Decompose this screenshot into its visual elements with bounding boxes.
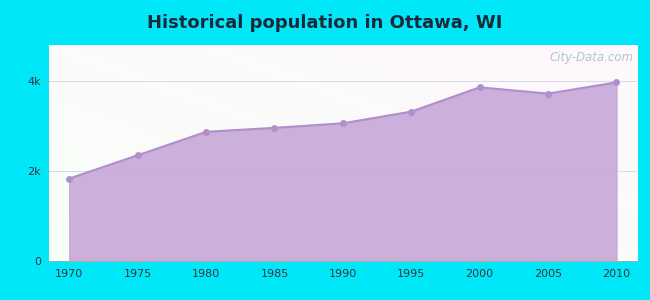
Point: [201, 129, 211, 134]
Text: Historical population in Ottawa, WI: Historical population in Ottawa, WI: [148, 14, 502, 32]
Point: [338, 121, 348, 126]
Point: [269, 125, 280, 130]
Point: [133, 153, 143, 158]
Text: City-Data.com: City-Data.com: [550, 52, 634, 64]
Point: [64, 176, 75, 181]
Point: [406, 109, 417, 114]
Point: [611, 80, 621, 85]
Point: [474, 85, 485, 90]
Point: [543, 91, 553, 96]
